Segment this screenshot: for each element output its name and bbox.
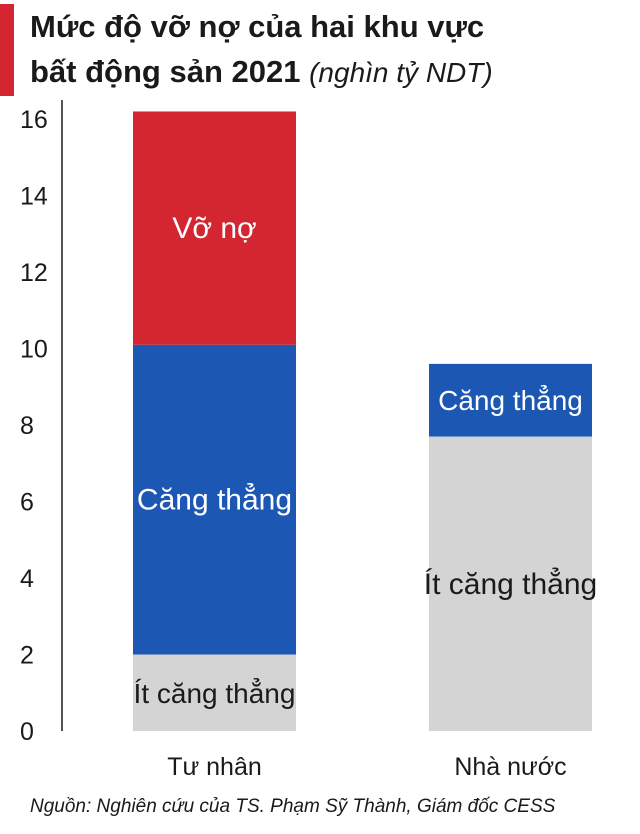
bar-segment-label: Căng thẳng (438, 384, 583, 416)
title-line-2: bất động sản 2021 (nghìn tỷ NDT) (30, 49, 630, 95)
y-tick-label: 0 (20, 718, 34, 746)
y-tick-label: 12 (20, 259, 48, 287)
bar-segment-label: Ít căng thẳng (424, 567, 597, 601)
title-unit: (nghìn tỷ NDT) (309, 57, 493, 88)
bar-segment-vo-no (133, 111, 296, 345)
y-axis: 0 2 4 6 8 10 12 14 16 (20, 100, 63, 746)
y-tick-label: 14 (20, 183, 48, 211)
bar-segment-label: Vỡ nợ (172, 212, 256, 245)
x-axis-labels: Tư nhân Nhà nước (167, 753, 566, 781)
y-tick-label: 16 (20, 106, 48, 134)
title-line-2-text: bất động sản 2021 (30, 54, 301, 89)
bar-segment-it-cang-thang (133, 654, 296, 731)
y-tick-label: 6 (20, 489, 34, 517)
y-tick-label: 10 (20, 336, 48, 364)
x-tick-label: Nhà nước (454, 753, 566, 781)
title-accent-bar (0, 4, 14, 96)
y-tick-label: 8 (20, 412, 34, 440)
x-tick-label: Tư nhân (167, 753, 262, 781)
title-line-1: Mức độ vỡ nợ của hai khu vực (30, 9, 485, 44)
chart-title: Mức độ vỡ nợ của hai khu vực bất động sả… (30, 4, 630, 95)
y-tick-label: 4 (20, 565, 34, 593)
bar-segment-label: Ít căng thẳng (134, 677, 296, 709)
bar-segment-label: Căng thẳng (137, 483, 292, 517)
bar-segment-cang-thang (133, 344, 296, 655)
y-tick-label: 2 (20, 642, 34, 670)
source-note: Nguồn: Nghiên cứu của TS. Phạm Sỹ Thành,… (30, 796, 556, 817)
bar-segment-cang-thang (429, 363, 592, 437)
bars: Ít căng thẳng Căng thẳng Vỡ nợ Ít căng thẳn… (133, 111, 597, 731)
bar-segment-it-cang-thang (429, 436, 592, 731)
